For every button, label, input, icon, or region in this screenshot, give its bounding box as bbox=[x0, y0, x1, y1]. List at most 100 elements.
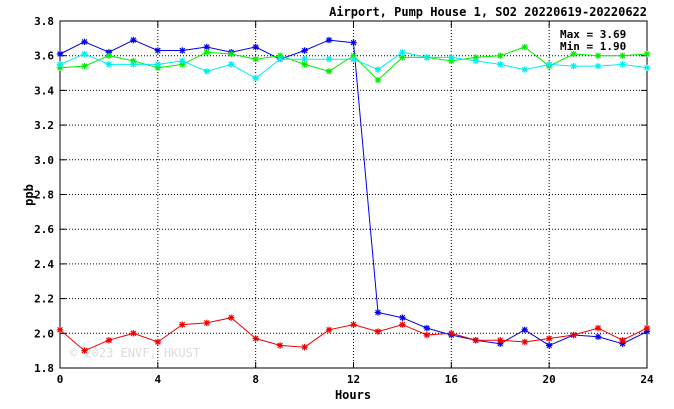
data-point bbox=[619, 337, 626, 344]
data-point bbox=[105, 337, 113, 344]
data-point bbox=[130, 61, 137, 68]
data-point bbox=[179, 47, 186, 54]
series-group bbox=[56, 36, 651, 354]
data-point bbox=[301, 55, 308, 63]
data-point bbox=[374, 328, 382, 335]
data-point bbox=[203, 49, 210, 56]
data-point bbox=[399, 54, 406, 61]
data-point bbox=[105, 52, 113, 59]
series-4 bbox=[56, 314, 651, 354]
data-point bbox=[154, 47, 162, 54]
data-point bbox=[423, 331, 431, 339]
data-point bbox=[374, 309, 382, 316]
data-point bbox=[594, 62, 602, 70]
data-point bbox=[252, 43, 259, 51]
data-point bbox=[643, 64, 651, 72]
data-point bbox=[497, 61, 504, 68]
data-point bbox=[594, 52, 602, 59]
data-point bbox=[81, 38, 88, 46]
y-tick-label: 1.8 bbox=[34, 362, 54, 375]
x-tick-label: 16 bbox=[445, 373, 459, 386]
series-3 bbox=[56, 49, 651, 82]
data-point bbox=[154, 61, 162, 68]
y-axis-label: ppb bbox=[22, 184, 36, 206]
data-point bbox=[521, 326, 528, 334]
data-point bbox=[448, 330, 455, 337]
data-point bbox=[399, 314, 406, 321]
data-point bbox=[374, 76, 382, 84]
data-point bbox=[643, 50, 651, 58]
x-tick-label: 20 bbox=[543, 373, 556, 386]
data-point bbox=[570, 62, 577, 70]
x-tick-label: 4 bbox=[155, 373, 162, 386]
data-point bbox=[325, 55, 333, 63]
data-point bbox=[301, 343, 308, 351]
data-point bbox=[423, 54, 431, 61]
y-tick-label: 2.0 bbox=[34, 327, 54, 340]
x-axis-label: Hours bbox=[335, 388, 371, 402]
data-point bbox=[545, 61, 553, 68]
grid bbox=[60, 21, 647, 368]
data-point bbox=[276, 342, 284, 349]
data-point bbox=[448, 54, 455, 61]
data-point bbox=[570, 50, 577, 58]
data-point bbox=[130, 36, 137, 44]
data-point bbox=[252, 55, 259, 63]
y-tick-label: 2.2 bbox=[34, 293, 54, 306]
data-point bbox=[619, 52, 626, 59]
data-point bbox=[228, 61, 235, 68]
data-point bbox=[594, 333, 602, 340]
y-tick-label: 3.8 bbox=[34, 15, 54, 28]
data-point bbox=[252, 335, 259, 342]
x-tick-label: 0 bbox=[57, 373, 64, 386]
data-point bbox=[472, 57, 479, 65]
data-point bbox=[105, 61, 113, 68]
data-point bbox=[203, 68, 210, 75]
y-tick-label: 3.4 bbox=[34, 84, 54, 97]
watermark: © 2023 ENVF, HKUST bbox=[70, 346, 200, 360]
data-point bbox=[81, 50, 88, 58]
data-point bbox=[594, 324, 602, 332]
data-point bbox=[179, 321, 186, 328]
data-point bbox=[179, 57, 186, 65]
y-tick-label: 3.2 bbox=[34, 119, 54, 132]
chart-title: Airport, Pump House 1, SO2 20220619-2022… bbox=[329, 5, 647, 19]
data-point bbox=[154, 338, 162, 346]
data-point bbox=[56, 50, 64, 58]
data-point bbox=[423, 324, 431, 332]
data-point bbox=[276, 55, 284, 63]
y-tick-label: 3.6 bbox=[34, 50, 54, 63]
data-point bbox=[497, 52, 504, 59]
data-point bbox=[545, 342, 553, 349]
data-point bbox=[301, 47, 308, 54]
data-point bbox=[350, 321, 357, 328]
data-point bbox=[130, 330, 137, 337]
data-point bbox=[203, 319, 210, 327]
data-point bbox=[374, 66, 382, 73]
data-point bbox=[521, 338, 528, 346]
data-point bbox=[228, 50, 235, 58]
data-point bbox=[56, 326, 64, 334]
data-point bbox=[81, 62, 88, 70]
y-tick-label: 2.8 bbox=[34, 189, 54, 202]
max-annotation: Max = 3.69 bbox=[560, 28, 626, 41]
data-point bbox=[570, 331, 577, 339]
y-tick-label: 3.0 bbox=[34, 154, 54, 167]
data-point bbox=[350, 55, 357, 63]
min-annotation: Min = 1.90 bbox=[560, 40, 626, 53]
data-point bbox=[325, 36, 333, 44]
y-tick-label: 2.4 bbox=[34, 258, 54, 271]
data-point bbox=[228, 314, 235, 321]
x-tick-label: 8 bbox=[252, 373, 259, 386]
x-tick-label: 12 bbox=[347, 373, 360, 386]
data-point bbox=[325, 326, 333, 334]
data-point bbox=[399, 321, 406, 328]
data-point bbox=[472, 337, 479, 344]
data-point bbox=[521, 66, 528, 73]
data-point bbox=[325, 68, 333, 75]
y-axis: 1.8 2.0 2.2 2.4 2.6 2.8 3.0 3.2 3.4 3.6 3.8 bbox=[34, 15, 647, 375]
data-point bbox=[252, 75, 259, 82]
data-point bbox=[545, 335, 553, 342]
data-point bbox=[399, 49, 406, 56]
